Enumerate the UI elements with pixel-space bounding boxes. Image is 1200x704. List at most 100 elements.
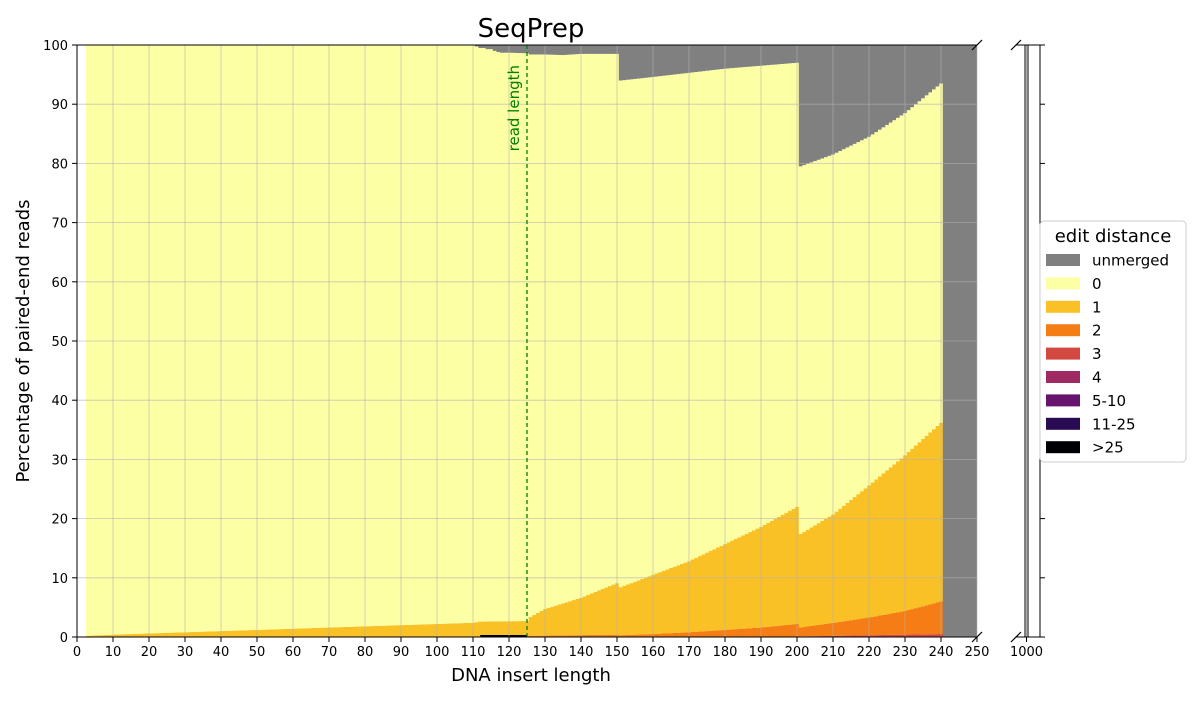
bar-segment (665, 75, 670, 570)
bar-segment (554, 635, 559, 637)
x-tick-label: 70 (321, 645, 338, 660)
bar-segment (284, 628, 289, 637)
bar-segment (658, 45, 663, 77)
bar-segment (356, 45, 361, 627)
bar-segment (788, 63, 793, 511)
bar-segment (510, 52, 515, 622)
bar-segment (341, 45, 346, 628)
bar-segment (374, 45, 379, 626)
bar-segment (618, 587, 623, 636)
bar-segment (402, 45, 407, 626)
bar-segment (849, 635, 854, 637)
bar-segment (842, 149, 847, 506)
bar-segment (122, 45, 127, 635)
bar-segment (838, 621, 843, 636)
bar-segment (611, 634, 616, 637)
bar-segment (179, 45, 184, 633)
y-tick-label: 50 (51, 335, 68, 350)
bar-segment (881, 473, 886, 615)
bar-segment (860, 45, 865, 141)
bar-segment (208, 45, 213, 632)
legend-label: 5-10 (1092, 392, 1126, 410)
bar-segment (921, 606, 926, 635)
bar-segment (536, 54, 541, 613)
bar-segment (626, 584, 631, 635)
bar-segment (521, 621, 526, 637)
bar-segment (838, 635, 843, 637)
bar-segment (852, 497, 857, 620)
bar-segment (514, 621, 519, 637)
bar-segment (280, 629, 285, 637)
bar-segment (352, 45, 357, 627)
x-tick-label: 120 (497, 645, 522, 660)
bar-segment (878, 45, 883, 130)
read-length-label: read length (505, 65, 523, 151)
bar-segment (316, 627, 321, 637)
bar-segment (910, 448, 915, 610)
bar-segment (881, 635, 886, 637)
bar-segment (248, 45, 253, 631)
bar-segment (611, 45, 616, 54)
bar-segment (730, 540, 735, 630)
bar-segment (777, 45, 782, 65)
bar-segment (773, 518, 778, 627)
bar-segment (186, 45, 191, 633)
bar-segment (662, 570, 667, 634)
bar-segment (251, 630, 256, 637)
bar-segment (233, 45, 238, 631)
bar-segment (143, 633, 148, 637)
bar-segment (755, 66, 760, 529)
bar-segment (176, 632, 181, 637)
bar-segment (546, 635, 551, 637)
bar-segment (294, 628, 299, 637)
axis-break-mark (971, 631, 983, 643)
bar-segment (302, 628, 307, 637)
bar-segment (244, 45, 249, 631)
bar-segment (896, 45, 901, 118)
bar-segment (496, 52, 501, 622)
bar-segment (309, 45, 314, 629)
bar-segment (633, 78, 638, 582)
bar-segment (305, 628, 310, 637)
legend-swatch (1046, 371, 1080, 383)
bar-segment (770, 626, 775, 637)
bar-segment (816, 159, 821, 524)
bar-segment (806, 163, 811, 530)
bar-segment (784, 625, 789, 637)
bar-segment (572, 54, 577, 601)
bar-segment (852, 619, 857, 636)
bar-segment (791, 624, 796, 637)
x-tick-label: 50 (249, 645, 266, 660)
bar-segment (856, 142, 861, 495)
bar-segment (726, 68, 731, 543)
bar-segment (773, 64, 778, 519)
bar-segment (446, 45, 451, 624)
legend-swatch (1046, 324, 1080, 337)
bar-segment (564, 54, 569, 603)
bar-segment (726, 542, 731, 630)
bar-segment (752, 530, 757, 629)
legend-swatch (1046, 300, 1080, 313)
bar-segment (694, 631, 699, 637)
bar-segment (899, 634, 904, 637)
bar-segment (644, 77, 649, 578)
bar-segment (276, 629, 281, 637)
bar-segment (647, 45, 652, 78)
bar-segment (719, 545, 724, 631)
bar-segment (622, 45, 627, 81)
bar-segment (568, 45, 573, 55)
bar-segment (680, 632, 685, 637)
bar-segment (266, 45, 271, 630)
bar-segment (194, 45, 199, 632)
bar-segment (716, 630, 721, 637)
bar-segment (874, 132, 879, 480)
bar-segment (492, 45, 497, 51)
bar-segment (572, 600, 577, 636)
bar-segment (755, 627, 760, 637)
bar-segment (618, 45, 623, 81)
bar-segment (532, 614, 537, 636)
bar-segment (798, 45, 803, 167)
bar-segment (96, 635, 101, 637)
bar-segment (341, 627, 346, 637)
bar-segment (521, 45, 526, 54)
